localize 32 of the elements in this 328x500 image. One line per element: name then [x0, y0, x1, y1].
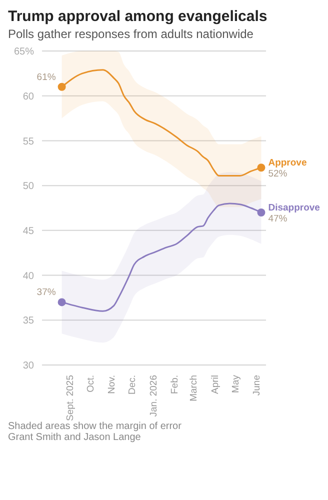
point [257, 208, 266, 216]
text: Grant Smith and Jason Lange [8, 432, 142, 443]
point [58, 298, 66, 306]
data-label: 47% [268, 213, 288, 224]
y-tick-label: 50 [22, 181, 34, 192]
x-tick-label: June [251, 375, 262, 396]
x-tick-label: April [210, 375, 221, 394]
chart-title: Trump approval among evangelicals [8, 8, 268, 25]
x-tick-label: Feb. [169, 375, 180, 394]
y-tick-label: 35 [22, 316, 34, 327]
series-label: Approve [268, 158, 307, 169]
x-tick-label: Oct. [85, 375, 96, 392]
point [58, 82, 66, 91]
data-label: 37% [36, 287, 56, 298]
y-tick-label: 40 [22, 270, 34, 282]
y-tick-label: 65% [14, 46, 34, 58]
x-tick-label: Sept. 2025 [65, 375, 76, 421]
y-tick-label: 60 [22, 91, 34, 102]
y-tick-label: 45 [22, 226, 34, 237]
x-tick-label: Nov. [106, 375, 118, 394]
series-label: Disapprove [268, 202, 320, 214]
point [257, 164, 266, 172]
y-tick-label: 30 [22, 360, 34, 372]
chart-subtitle: Polls gather responses from adults nationwide [8, 27, 254, 41]
x-tick-label: March [188, 375, 200, 402]
data-label: 52% [268, 168, 288, 180]
y-tick-label: 55 [22, 136, 34, 148]
text: Shaded areas show the margin of error [8, 421, 182, 432]
x-tick-label: Jan. 2026 [148, 375, 160, 417]
x-tick-label: Dec. [127, 375, 138, 395]
x-tick-label: May [230, 374, 242, 393]
data-label: 61% [36, 72, 56, 83]
